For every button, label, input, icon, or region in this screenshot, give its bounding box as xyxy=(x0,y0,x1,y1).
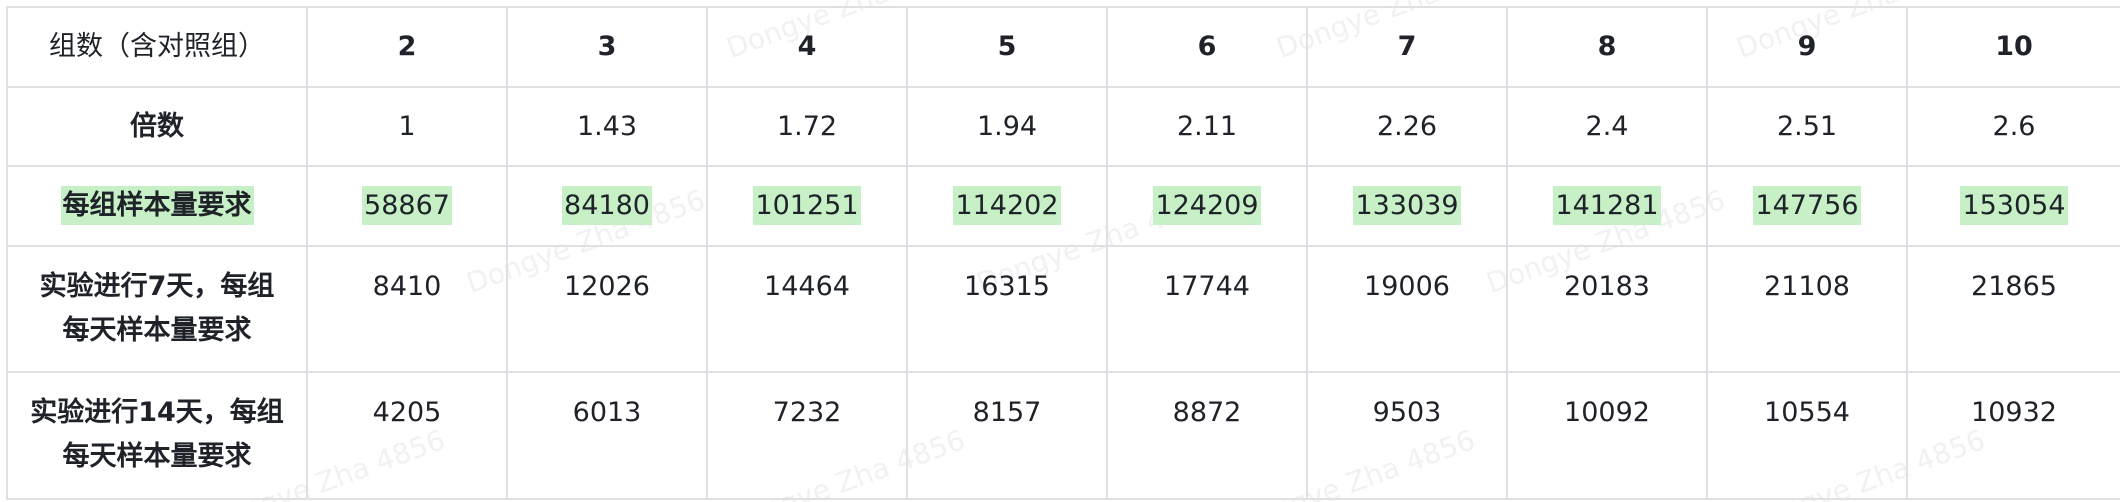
header-label: 组数（含对照组） xyxy=(6,6,308,88)
group-count-cell: 5 xyxy=(906,6,1108,88)
group-count-cell: 6 xyxy=(1106,6,1308,88)
table-cell: 10554 xyxy=(1706,371,1908,500)
highlighted-text: 133039 xyxy=(1353,186,1461,225)
table-header-row: 组数（含对照组） 2 3 4 5 6 7 8 9 10 xyxy=(6,6,2120,88)
table-cell: 21865 xyxy=(1906,245,2120,373)
highlighted-text: 58867 xyxy=(362,186,452,225)
table-cell: 12026 xyxy=(506,245,708,373)
table-cell: 7232 xyxy=(706,371,908,500)
highlighted-text: 每组样本量要求 xyxy=(60,186,254,225)
highlighted-text: 153054 xyxy=(1960,186,2068,225)
table-cell: 84180 xyxy=(506,165,708,247)
table-cell: 4205 xyxy=(306,371,508,500)
table-cell: 101251 xyxy=(706,165,908,247)
group-count-cell: 2 xyxy=(306,6,508,88)
table-cell: 2.51 xyxy=(1706,86,1908,167)
highlighted-text: 101251 xyxy=(753,186,861,225)
table-cell: 114202 xyxy=(906,165,1108,247)
table-cell: 14464 xyxy=(706,245,908,373)
group-count-cell: 8 xyxy=(1506,6,1708,88)
table-cell: 1.43 xyxy=(506,86,708,167)
table-row: 实验进行14天，每组 每天样本量要求 4205 6013 7232 8157 88… xyxy=(6,371,2120,500)
row-label-line: 每天样本量要求 xyxy=(62,441,252,472)
table-row: 实验进行7天，每组 每天样本量要求 8410 12026 14464 16315 … xyxy=(6,245,2120,373)
table-cell: 58867 xyxy=(306,165,508,247)
table-cell: 19006 xyxy=(1306,245,1508,373)
table-cell: 2.4 xyxy=(1506,86,1708,167)
group-count-cell: 9 xyxy=(1706,6,1908,88)
row-label-line: 每天样本量要求 xyxy=(62,315,252,346)
table-cell: 20183 xyxy=(1506,245,1708,373)
group-count-cell: 10 xyxy=(1906,6,2120,88)
group-count-cell: 4 xyxy=(706,6,908,88)
table-cell: 10932 xyxy=(1906,371,2120,500)
row-label: 实验进行7天，每组 每天样本量要求 xyxy=(6,245,308,373)
table-cell: 2.6 xyxy=(1906,86,2120,167)
table-cell: 10092 xyxy=(1506,371,1708,500)
row-label: 倍数 xyxy=(6,86,308,167)
table-cell: 2.26 xyxy=(1306,86,1508,167)
table-row: 倍数 1 1.43 1.72 1.94 2.11 2.26 2.4 2.51 2… xyxy=(6,86,2120,167)
table-cell: 8410 xyxy=(306,245,508,373)
highlighted-text: 141281 xyxy=(1553,186,1661,225)
table-cell: 17744 xyxy=(1106,245,1308,373)
highlighted-text: 147756 xyxy=(1753,186,1861,225)
table-cell: 124209 xyxy=(1106,165,1308,247)
table-cell: 1 xyxy=(306,86,508,167)
table-cell: 8872 xyxy=(1106,371,1308,500)
sample-size-table: 组数（含对照组） 2 3 4 5 6 7 8 9 10 倍数 1 1.43 1.… xyxy=(6,6,2120,500)
table-cell: 9503 xyxy=(1306,371,1508,500)
group-count-cell: 3 xyxy=(506,6,708,88)
row-label-line: 实验进行14天，每组 xyxy=(30,397,284,428)
table-cell: 16315 xyxy=(906,245,1108,373)
table-cell: 6013 xyxy=(506,371,708,500)
table-cell: 133039 xyxy=(1306,165,1508,247)
table-row: 每组样本量要求 58867 84180 101251 114202 124209… xyxy=(6,165,2120,247)
table-cell: 1.94 xyxy=(906,86,1108,167)
table-cell: 8157 xyxy=(906,371,1108,500)
table-cell: 21108 xyxy=(1706,245,1908,373)
row-label: 每组样本量要求 xyxy=(6,165,308,247)
table-cell: 2.11 xyxy=(1106,86,1308,167)
table-cell: 153054 xyxy=(1906,165,2120,247)
row-label-line: 实验进行7天，每组 xyxy=(39,271,275,302)
table-cell: 147756 xyxy=(1706,165,1908,247)
table-cell: 1.72 xyxy=(706,86,908,167)
row-label: 实验进行14天，每组 每天样本量要求 xyxy=(6,371,308,500)
table-cell: 141281 xyxy=(1506,165,1708,247)
group-count-cell: 7 xyxy=(1306,6,1508,88)
highlighted-text: 124209 xyxy=(1153,186,1261,225)
highlighted-text: 84180 xyxy=(562,186,652,225)
highlighted-text: 114202 xyxy=(953,186,1061,225)
